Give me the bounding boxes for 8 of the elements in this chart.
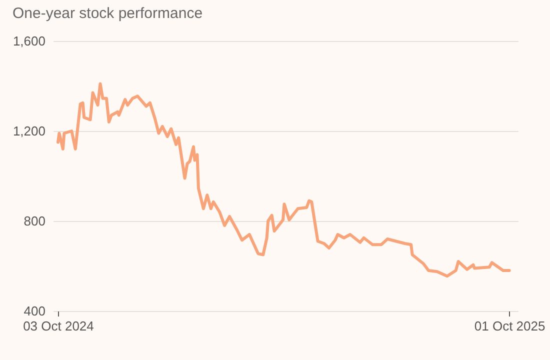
y-tick-label: 400 xyxy=(24,304,46,318)
y-tick-label: 1,200 xyxy=(12,124,46,138)
x-tick-label: 01 Oct 2025 xyxy=(474,318,546,334)
chart-title: One-year stock performance xyxy=(12,5,203,22)
line-series xyxy=(56,82,511,278)
x-tick-label: 03 Oct 2024 xyxy=(23,318,94,334)
y-tick-label: 800 xyxy=(24,214,46,228)
y-tick-label: 1,600 xyxy=(12,34,46,48)
